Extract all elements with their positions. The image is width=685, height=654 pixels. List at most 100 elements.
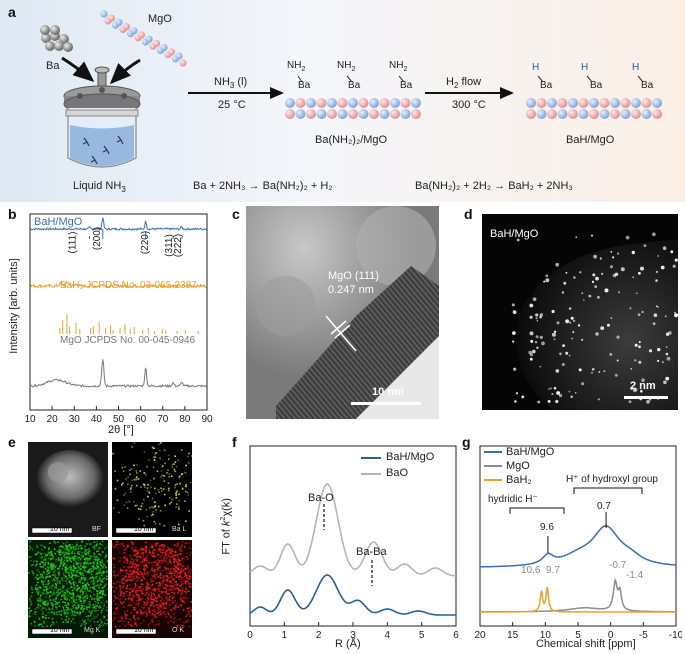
eds-pixel [129, 591, 131, 594]
eds-pixel [157, 607, 159, 609]
eds-pixel [91, 586, 94, 589]
eds-pixel [133, 479, 136, 481]
eds-pixel [160, 442, 162, 444]
eds-pixel [35, 564, 37, 567]
eds-pixel [140, 552, 143, 555]
eds-pixel [180, 568, 182, 571]
eds-pixel [126, 507, 129, 509]
eds-pixel [184, 586, 187, 589]
eds-pixel [159, 600, 162, 602]
eds-pixel [139, 508, 142, 511]
eds-pixel [151, 601, 154, 603]
haadf-atom [629, 307, 632, 310]
eds-pixel [142, 548, 144, 550]
eds-pixel [87, 590, 90, 593]
haadf-atom [672, 264, 676, 268]
eds-pixel [189, 577, 192, 580]
eds-pixel [187, 578, 189, 581]
eds-pixel [142, 593, 145, 595]
eds-pixel [145, 586, 148, 588]
haadf-atom [634, 359, 637, 362]
eds-pixel [148, 623, 150, 625]
eds-pixel [40, 553, 43, 556]
haadf-atom [583, 299, 585, 301]
eds-pixel [115, 587, 117, 589]
eds-pixel [88, 568, 91, 571]
haadf-atom [625, 235, 630, 240]
nh2-label-3: NH2 [389, 60, 408, 73]
eds-pixel [140, 556, 142, 559]
eds-pixel [72, 592, 74, 594]
eds-pixel [45, 592, 48, 595]
eds-pixel [185, 464, 187, 467]
eds-pixel [161, 602, 164, 605]
eds-pixel [170, 616, 172, 619]
eds-pixel [168, 613, 170, 616]
eds-pixel [144, 545, 147, 547]
eds-pixel [187, 619, 189, 622]
eds-pixel [51, 617, 54, 620]
eds-pixel [127, 623, 129, 625]
eds-pixel [158, 596, 160, 598]
eds-pixel [29, 547, 32, 549]
eds-pixel [96, 580, 99, 583]
eds-pixel [155, 509, 157, 511]
eds-pixel [68, 555, 70, 558]
eds-pixel [99, 592, 102, 594]
haadf-atom [640, 266, 644, 271]
eds-pixel [133, 571, 135, 574]
eds-pixel [50, 557, 52, 559]
eds-pixel [169, 584, 172, 586]
eds-pixel [96, 596, 98, 598]
substrate-atom [337, 98, 348, 108]
eds-pixel [131, 571, 134, 573]
eds-pixel [60, 562, 62, 565]
eds-pixel [175, 584, 178, 587]
eds-pixel [87, 571, 90, 573]
eds-pixel [171, 591, 173, 594]
eds-pixel [81, 619, 84, 621]
eds-pixel [47, 583, 49, 586]
eds-pixel [128, 588, 130, 590]
eds-pixel [54, 603, 57, 606]
eds-pixel [140, 486, 142, 488]
eds-pixel [157, 588, 159, 591]
eds-pixel [87, 603, 90, 605]
eds-pixel [157, 505, 160, 508]
eds-pixel [98, 606, 100, 608]
haadf-atom [551, 309, 555, 314]
eds-pixel [129, 618, 131, 621]
eds-pixel [115, 544, 117, 547]
eds-pixel [70, 572, 73, 575]
eds-pixel [127, 598, 130, 601]
eds-pixel [128, 594, 131, 596]
eds-pixel [40, 560, 43, 563]
eds-pixel [66, 541, 68, 544]
eds-pixel [188, 610, 191, 613]
eds-pixel [141, 502, 144, 505]
eds-pixel [65, 551, 67, 554]
eds-pixel [71, 602, 74, 604]
eds-pixel [74, 607, 76, 609]
eds-pixel [45, 576, 47, 579]
eds-pixel [64, 565, 67, 568]
eds-pixel [175, 554, 177, 556]
nmr-tick-label: -10 [669, 630, 682, 641]
eds-pixel [131, 599, 133, 602]
eds-pixel [122, 470, 125, 472]
eds-pixel [155, 603, 158, 606]
eds-pixel [148, 607, 150, 609]
eds-pixel [123, 620, 125, 622]
eds-pixel [123, 576, 126, 579]
eds-pixel [84, 553, 86, 555]
eds-pixel [132, 579, 134, 581]
eds-pixel [88, 551, 90, 553]
eds-pixel [136, 560, 139, 563]
eds-pixel [145, 581, 148, 584]
haadf-atom [655, 270, 659, 274]
step2-top-label: H2 flow [446, 76, 482, 91]
eds-pixel [143, 559, 146, 561]
eds-pixel [54, 600, 57, 603]
eds-pixel [137, 552, 139, 555]
eds-pixel [53, 613, 56, 616]
